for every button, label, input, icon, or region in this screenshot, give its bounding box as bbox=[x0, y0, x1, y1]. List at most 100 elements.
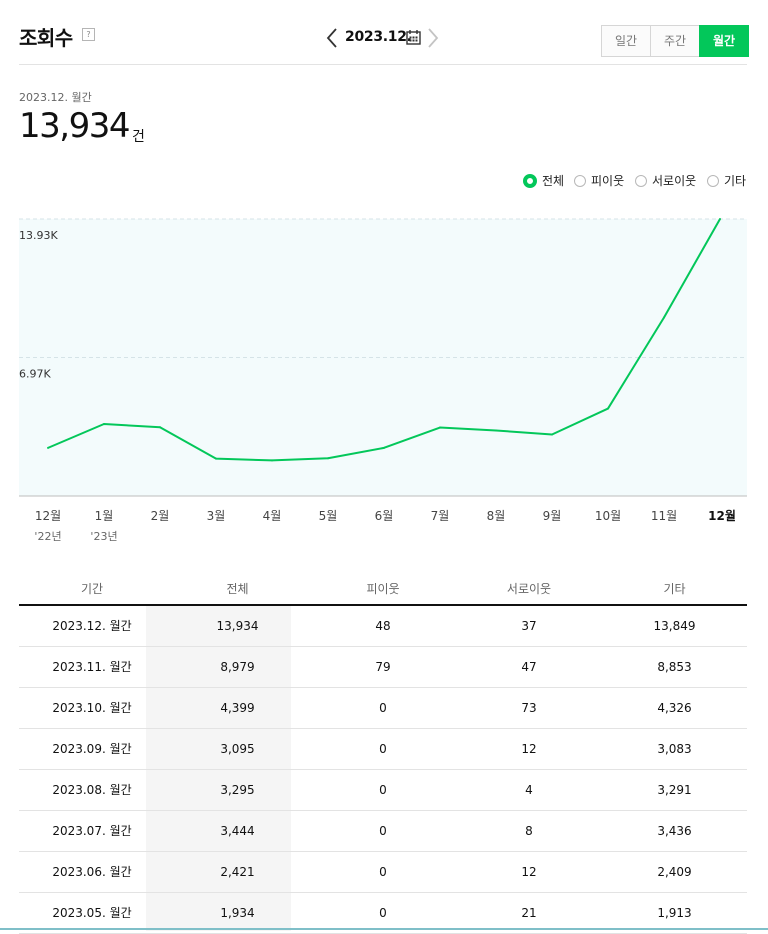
radio-unchecked-icon bbox=[707, 174, 719, 187]
legend-label: 기타 bbox=[724, 174, 747, 188]
data-point bbox=[159, 426, 161, 429]
x-tick-label: 11월 bbox=[651, 509, 677, 523]
cell-total: 2,421 bbox=[220, 865, 255, 879]
data-point bbox=[551, 433, 553, 436]
views-line-chart: 13.93K 6.97K 12월 1월 2월 3월 4월 5월 6월 7월 8월 9월 10월 11월 12… bbox=[19, 218, 747, 543]
data-point bbox=[607, 407, 609, 410]
calendar-icon bbox=[406, 30, 421, 45]
table-body: 2023.12. 월간 13,934 48 37 13,849 2023.11. 월간 8,… bbox=[19, 606, 747, 934]
table-row: 2023.10. 월간 4,399 0 73 4,326 bbox=[19, 688, 747, 729]
cell-other: 8,853 bbox=[657, 660, 692, 674]
table-row: 2023.07. 월간 3,444 0 8 3,436 bbox=[19, 811, 747, 852]
cell-neighbor: 48 bbox=[375, 619, 391, 633]
next-period-button[interactable] bbox=[425, 27, 441, 49]
tab-monthly[interactable]: 월간 bbox=[699, 25, 749, 57]
total-views-unit: 건 bbox=[132, 129, 145, 145]
data-point bbox=[47, 446, 49, 449]
y-tick-label: 13.93K bbox=[19, 229, 58, 242]
cell-period: 2023.11. 월간 bbox=[52, 660, 132, 674]
col-header-mutual: 서로이웃 bbox=[506, 582, 552, 596]
total-views-count: 13,934 bbox=[19, 106, 130, 146]
legend-all[interactable]: 전체 bbox=[523, 172, 564, 189]
calendar-button[interactable] bbox=[406, 29, 422, 46]
cell-total: 3,295 bbox=[220, 783, 255, 797]
cell-mutual: 12 bbox=[521, 742, 537, 756]
cell-other: 3,436 bbox=[657, 824, 692, 838]
cell-mutual: 4 bbox=[525, 783, 533, 797]
cell-other: 13,849 bbox=[653, 619, 696, 633]
legend-mutual-neighbor[interactable]: 서로이웃 bbox=[635, 172, 696, 189]
table-row: 2023.09. 월간 3,095 0 12 3,083 bbox=[19, 729, 747, 770]
cell-neighbor: 0 bbox=[379, 865, 387, 879]
cell-period: 2023.10. 월간 bbox=[52, 701, 132, 715]
data-point bbox=[103, 423, 105, 426]
cell-period: 2023.05. 월간 bbox=[52, 906, 132, 920]
cell-neighbor: 0 bbox=[379, 824, 387, 838]
table-row: 2023.12. 월간 13,934 48 37 13,849 bbox=[19, 606, 747, 647]
cell-mutual: 73 bbox=[521, 701, 537, 715]
legend-label: 전체 bbox=[542, 174, 565, 188]
x-year-label: '22년 bbox=[34, 530, 61, 543]
x-tick-label: 3월 bbox=[207, 509, 226, 523]
cell-mutual: 21 bbox=[521, 906, 537, 920]
col-header-other: 기타 bbox=[663, 582, 686, 596]
col-header-period: 기간 bbox=[80, 582, 104, 596]
x-tick-label: 12월 bbox=[35, 509, 61, 523]
total-column-highlight bbox=[146, 605, 291, 931]
cell-total: 1,934 bbox=[220, 906, 255, 920]
table-header-row: 기간 전체 피이웃 서로이웃 기타 bbox=[19, 568, 747, 606]
x-tick-label: 1월 bbox=[95, 509, 114, 523]
cell-period: 2023.07. 월간 bbox=[52, 824, 132, 838]
table-row: 2023.06. 월간 2,421 0 12 2,409 bbox=[19, 852, 747, 893]
data-point bbox=[383, 446, 385, 449]
data-point bbox=[439, 426, 441, 429]
cell-neighbor: 0 bbox=[379, 701, 387, 715]
data-point bbox=[327, 457, 329, 460]
x-tick-label: 7월 bbox=[431, 509, 450, 523]
legend-neighbor[interactable]: 피이웃 bbox=[574, 172, 624, 189]
x-year-label: '23년 bbox=[90, 530, 117, 543]
prev-period-button[interactable] bbox=[324, 27, 340, 49]
cell-period: 2023.08. 월간 bbox=[52, 783, 132, 797]
cell-neighbor: 79 bbox=[375, 660, 391, 674]
radio-unchecked-icon bbox=[574, 174, 586, 187]
cell-neighbor: 0 bbox=[379, 742, 387, 756]
current-date-label: 2023.12. bbox=[345, 29, 412, 45]
summary-period-label: 2023.12. 월간 bbox=[19, 91, 92, 104]
x-tick-label: 6월 bbox=[375, 509, 394, 523]
stats-table: 기간 전체 피이웃 서로이웃 기타 2023.12. 월간 13,934 48 37 1… bbox=[19, 568, 747, 934]
radio-unchecked-icon bbox=[635, 174, 647, 187]
cell-total: 4,399 bbox=[220, 701, 255, 715]
x-tick-label: 12월 bbox=[708, 508, 736, 523]
x-tick-label: 8월 bbox=[487, 509, 506, 523]
cell-other: 2,409 bbox=[657, 865, 692, 879]
chevron-left-icon bbox=[326, 28, 337, 48]
cell-total: 8,979 bbox=[220, 660, 255, 674]
period-tabs: 일간 주간 월간 bbox=[601, 25, 749, 57]
data-point bbox=[719, 218, 721, 220]
legend-other[interactable]: 기타 bbox=[707, 172, 746, 189]
cell-period: 2023.06. 월간 bbox=[52, 865, 132, 879]
cell-other: 3,291 bbox=[657, 783, 692, 797]
cell-period: 2023.12. 월간 bbox=[52, 619, 132, 633]
y-tick-label: 6.97K bbox=[19, 368, 51, 381]
cell-mutual: 8 bbox=[525, 824, 533, 838]
x-tick-label: 5월 bbox=[319, 509, 338, 523]
cell-neighbor: 0 bbox=[379, 906, 387, 920]
legend-label: 서로이웃 bbox=[652, 174, 697, 188]
table-row: 2023.11. 월간 8,979 79 47 8,853 bbox=[19, 647, 747, 688]
help-icon[interactable]: ? bbox=[82, 28, 95, 41]
legend-label: 피이웃 bbox=[591, 174, 625, 188]
page-title: 조회수 bbox=[19, 26, 73, 50]
cell-other: 3,083 bbox=[657, 742, 692, 756]
x-tick-label: 4월 bbox=[263, 509, 282, 523]
cell-other: 1,913 bbox=[657, 906, 692, 920]
data-point bbox=[663, 316, 665, 319]
cell-mutual: 47 bbox=[521, 660, 537, 674]
col-header-neighbor: 피이웃 bbox=[366, 582, 400, 596]
data-point bbox=[215, 457, 217, 460]
tab-weekly[interactable]: 주간 bbox=[650, 25, 700, 57]
cell-total: 13,934 bbox=[216, 619, 259, 633]
tab-daily[interactable]: 일간 bbox=[601, 25, 651, 57]
data-point bbox=[271, 459, 273, 462]
